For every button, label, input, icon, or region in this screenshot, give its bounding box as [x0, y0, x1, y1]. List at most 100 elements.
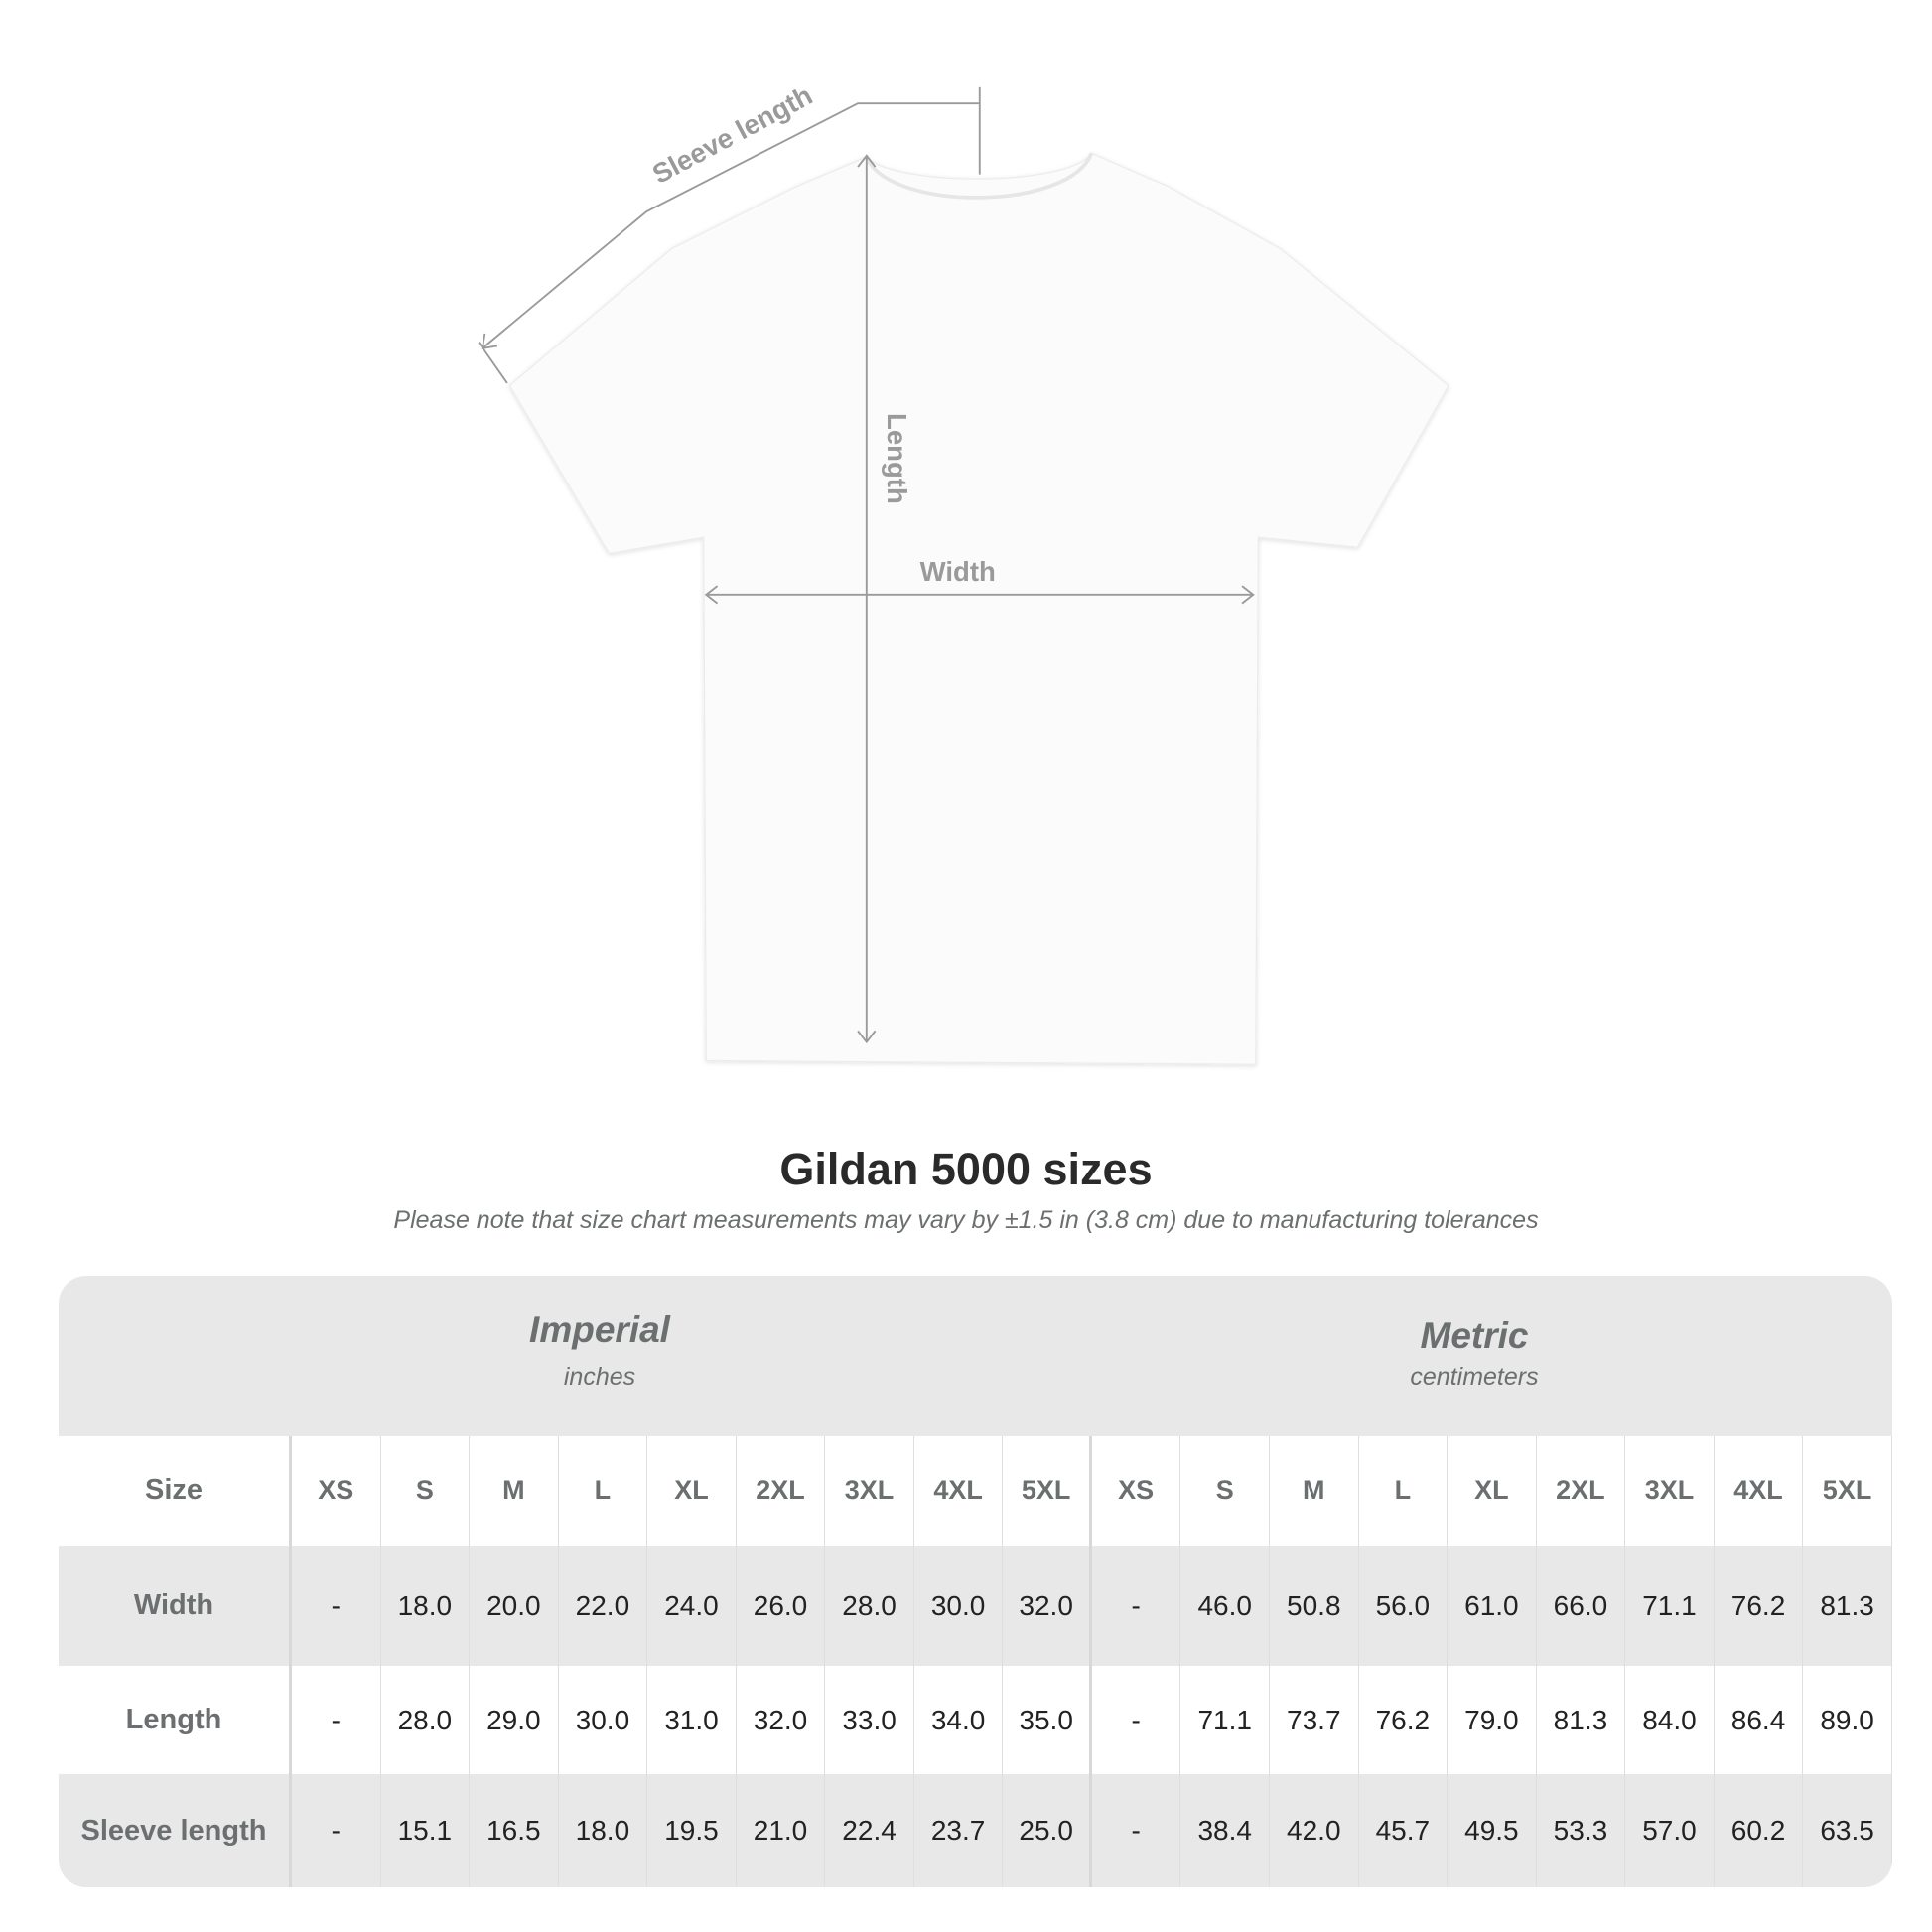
size-header-metric: 2XL: [1537, 1436, 1626, 1546]
table-cell-imperial: 33.0: [825, 1666, 914, 1774]
table-cell-metric: 79.0: [1448, 1666, 1537, 1774]
table-cell-metric: 76.2: [1359, 1666, 1449, 1774]
table-cell-metric: 56.0: [1359, 1546, 1449, 1666]
size-header-imperial: M: [470, 1436, 559, 1546]
size-header-metric: 3XL: [1625, 1436, 1715, 1546]
width-measure: [704, 585, 1255, 605]
length-label: Length: [882, 413, 912, 504]
table-cell-metric: 38.4: [1180, 1774, 1271, 1887]
size-header-metric: XS: [1092, 1436, 1181, 1546]
imperial-title: Imperial: [529, 1310, 670, 1350]
size-header-imperial: XS: [292, 1436, 381, 1546]
table-cell-metric: -: [1092, 1666, 1181, 1774]
table-cell-imperial: -: [292, 1546, 381, 1666]
imperial-unit: inches: [563, 1363, 636, 1391]
size-header-imperial: XL: [647, 1436, 737, 1546]
table-cell-imperial: 35.0: [1003, 1666, 1092, 1774]
size-header-imperial: L: [559, 1436, 648, 1546]
table-row: Width -18.0 20.0 22.0 24.0 26.0 28.0 30.0 32.0-4…: [59, 1546, 1892, 1666]
table-cell-metric: 53.3: [1537, 1774, 1626, 1887]
table-cell-imperial: 28.0: [381, 1666, 471, 1774]
table-cell-imperial: 22.4: [825, 1774, 914, 1887]
table-cell-metric: 84.0: [1625, 1666, 1715, 1774]
imperial-heading: Imperial inches: [302, 1310, 897, 1392]
chart-title: Gildan 5000 sizes: [779, 1144, 1153, 1194]
table-cell-imperial: -: [292, 1666, 381, 1774]
table-cell-imperial: 32.0: [737, 1666, 826, 1774]
tshirt-shape: [508, 152, 1449, 1065]
table-cell-metric: 42.0: [1270, 1774, 1359, 1887]
size-header-imperial: 4XL: [914, 1436, 1004, 1546]
table-cell-imperial: 25.0: [1003, 1774, 1092, 1887]
table-cell-imperial: 22.0: [559, 1546, 648, 1666]
table-cell-imperial: -: [292, 1774, 381, 1887]
metric-title: Metric: [1420, 1315, 1529, 1356]
table-cell-metric: 57.0: [1625, 1774, 1715, 1887]
row-band-sleeve: [59, 1774, 1892, 1887]
table-cell-imperial: 23.7: [914, 1774, 1004, 1887]
table-cell-metric: 89.0: [1803, 1666, 1892, 1774]
table-cell-metric: 81.3: [1537, 1666, 1626, 1774]
size-header-imperial: S: [381, 1436, 471, 1546]
width-label: Width: [920, 556, 996, 587]
table-cell-imperial: 32.0: [1003, 1546, 1092, 1666]
tshirt-diagram: Sleeve length Length Width: [478, 79, 1449, 1065]
tolerance-note: Please note that size chart measurements…: [393, 1206, 1539, 1234]
table-cell-metric: 81.3: [1803, 1546, 1892, 1666]
table-cell-imperial: 30.0: [559, 1666, 648, 1774]
length-measure: [857, 154, 877, 1044]
metric-unit: centimeters: [1410, 1363, 1539, 1391]
row-label: Length: [59, 1666, 292, 1774]
table-row: Length -28.0 29.0 30.0 31.0 32.0 33.0 34.0 35.0-…: [59, 1666, 1892, 1774]
row-label: Sleeve length: [59, 1774, 292, 1887]
size-header-metric: L: [1359, 1436, 1449, 1546]
size-header-row: Size XS S M L XL 2XL 3XL 4XL 5XL XS S M L XL 2XL 3XL 4XL 5…: [59, 1436, 1892, 1546]
table-cell-metric: 45.7: [1359, 1774, 1449, 1887]
table-cell-metric: 71.1: [1180, 1666, 1271, 1774]
size-header-metric: S: [1180, 1436, 1271, 1546]
size-header-imperial: 5XL: [1003, 1436, 1092, 1546]
sleeve-length-label: Sleeve length: [647, 79, 817, 190]
table-cell-metric: -: [1092, 1774, 1181, 1887]
table-cell-metric: -: [1092, 1546, 1181, 1666]
table-cell-metric: 46.0: [1180, 1546, 1271, 1666]
size-header-metric: XL: [1448, 1436, 1537, 1546]
table-cell-metric: 66.0: [1537, 1546, 1626, 1666]
table-cell-imperial: 24.0: [647, 1546, 737, 1666]
table-cell-metric: 60.2: [1715, 1774, 1804, 1887]
table-cell-imperial: 30.0: [914, 1546, 1004, 1666]
table-cell-metric: 71.1: [1625, 1546, 1715, 1666]
metric-heading: Metric centimeters: [1176, 1315, 1772, 1392]
size-header-metric: 5XL: [1803, 1436, 1892, 1546]
size-header-imperial: 2XL: [737, 1436, 826, 1546]
table-cell-metric: 50.8: [1270, 1546, 1359, 1666]
size-header-metric: 4XL: [1715, 1436, 1804, 1546]
table-cell-metric: 63.5: [1803, 1774, 1892, 1887]
size-header-label: Size: [59, 1436, 292, 1546]
table-cell-imperial: 28.0: [825, 1546, 914, 1666]
table-cell-metric: 61.0: [1448, 1546, 1537, 1666]
row-label: Width: [59, 1546, 292, 1666]
table-cell-imperial: 15.1: [381, 1774, 471, 1887]
table-cell-imperial: 34.0: [914, 1666, 1004, 1774]
row-band-width: [59, 1546, 1892, 1666]
table-cell-imperial: 19.5: [647, 1774, 737, 1887]
table-cell-imperial: 20.0: [470, 1546, 559, 1666]
table-cell-metric: 73.7: [1270, 1666, 1359, 1774]
table-cell-metric: 86.4: [1715, 1666, 1804, 1774]
table-cell-metric: 76.2: [1715, 1546, 1804, 1666]
size-table: Imperial inches Metric centimeters Size X…: [59, 1276, 1892, 1887]
table-cell-imperial: 31.0: [647, 1666, 737, 1774]
size-header-imperial: 3XL: [825, 1436, 914, 1546]
sleeve-length-measure: [478, 86, 981, 384]
size-header-metric: M: [1270, 1436, 1359, 1546]
table-cell-imperial: 18.0: [559, 1774, 648, 1887]
table-cell-imperial: 21.0: [737, 1774, 826, 1887]
table-cell-metric: 49.5: [1448, 1774, 1537, 1887]
table-cell-imperial: 18.0: [381, 1546, 471, 1666]
table-cell-imperial: 29.0: [470, 1666, 559, 1774]
table-row: Sleeve length -15.1 16.5 18.0 19.5 21.0 22.4 23…: [59, 1774, 1892, 1887]
table-cell-imperial: 26.0: [737, 1546, 826, 1666]
header-band: [59, 1276, 1892, 1436]
table-cell-imperial: 16.5: [470, 1774, 559, 1887]
